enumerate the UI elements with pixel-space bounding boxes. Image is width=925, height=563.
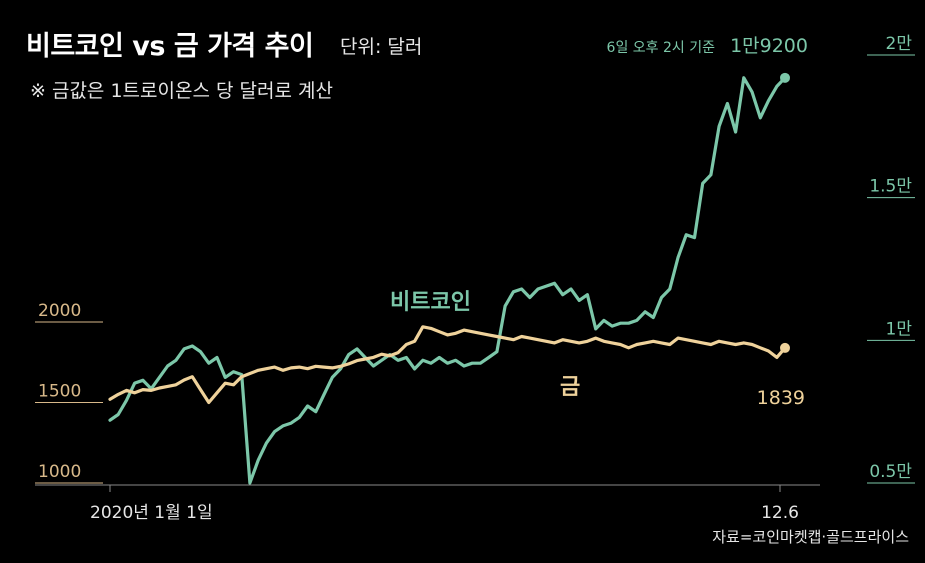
left-tick-label: 1000 <box>38 462 81 482</box>
left-tick-label: 2000 <box>38 301 81 321</box>
right-tick-label: 2만 <box>886 34 913 54</box>
x-tick-label: 2020년 1월 1일 <box>90 503 213 523</box>
unit-label: 단위: 달러 <box>340 36 423 58</box>
bitcoin-end-value: 1만9200 <box>730 35 808 57</box>
bitcoin-end-point <box>780 72 790 83</box>
bitcoin-end-note: 6일 오후 2시 기준 <box>607 40 716 56</box>
gold-end-point <box>780 342 790 353</box>
chart-note: ※ 금값은 1트로이온스 당 달러로 계산 <box>30 80 333 102</box>
right-tick-label: 1.5만 <box>869 177 912 197</box>
gold-series-label: 금 <box>560 375 580 400</box>
source-label: 자료=코인마켓캡·골드프라이스 <box>712 528 909 546</box>
left-tick-label: 1500 <box>38 382 81 402</box>
x-tick-label: 12.6 <box>761 503 799 523</box>
chart-title: 비트코인 vs 금 가격 추이 <box>26 31 314 62</box>
bitcoin-series-label: 비트코인 <box>390 290 471 315</box>
right-tick-label: 1만 <box>886 319 913 339</box>
gold-line <box>108 325 787 405</box>
right-tick-label: 0.5만 <box>869 462 912 482</box>
bitcoin-line <box>108 76 787 485</box>
gold-end-value: 1839 <box>757 387 805 409</box>
